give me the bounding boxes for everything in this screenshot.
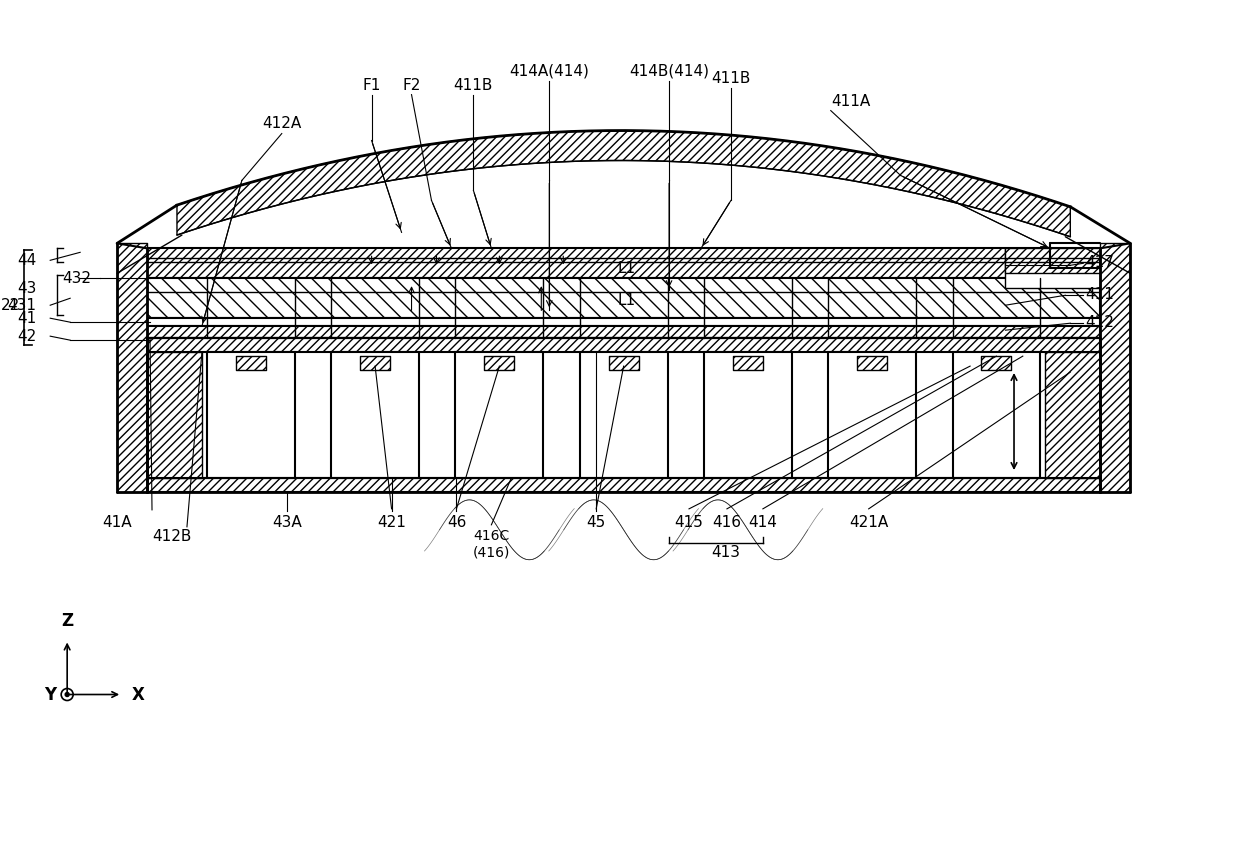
Bar <box>148 326 1100 338</box>
Bar <box>857 356 887 370</box>
Text: 414B(414): 414B(414) <box>629 63 709 79</box>
Bar <box>952 352 1040 478</box>
Bar <box>1100 243 1130 492</box>
Text: F2: F2 <box>402 78 420 92</box>
Bar <box>148 338 1100 352</box>
Text: Z: Z <box>61 612 73 630</box>
Bar <box>1045 352 1100 478</box>
Text: 431: 431 <box>7 298 36 312</box>
Bar <box>982 356 1012 370</box>
Text: 414: 414 <box>749 514 777 530</box>
Bar <box>485 356 515 370</box>
Text: 411A: 411A <box>831 93 870 109</box>
Bar <box>148 248 1100 278</box>
Text: 414A(414): 414A(414) <box>510 63 589 79</box>
Text: 415: 415 <box>675 514 703 530</box>
Bar <box>117 243 148 492</box>
Text: 413: 413 <box>712 544 740 560</box>
Text: 411: 411 <box>1085 287 1115 302</box>
Bar <box>331 352 419 478</box>
Bar <box>704 352 792 478</box>
Text: 42: 42 <box>17 329 36 343</box>
Bar <box>580 352 667 478</box>
Bar <box>207 352 295 478</box>
Text: 43A: 43A <box>272 514 301 530</box>
Bar <box>609 356 639 370</box>
Text: 421: 421 <box>377 514 405 530</box>
Text: F1: F1 <box>362 78 381 92</box>
Bar <box>1006 248 1100 273</box>
Text: 421A: 421A <box>849 514 888 530</box>
Bar <box>828 352 916 478</box>
Text: 416: 416 <box>713 514 742 530</box>
Text: 416C
(416): 416C (416) <box>472 529 510 559</box>
Text: 45: 45 <box>587 514 606 530</box>
Text: 22: 22 <box>1 298 20 312</box>
Text: 41: 41 <box>17 311 36 325</box>
Bar <box>148 478 1100 492</box>
Text: Y: Y <box>45 686 56 704</box>
Text: 412A: 412A <box>262 116 301 131</box>
Text: 44: 44 <box>17 253 36 268</box>
Text: 412B: 412B <box>153 529 192 544</box>
Text: 417: 417 <box>1085 255 1115 270</box>
Bar <box>455 352 543 478</box>
Bar <box>148 352 202 478</box>
Text: X: X <box>131 686 145 704</box>
Bar <box>148 318 1100 326</box>
Bar <box>1006 248 1100 288</box>
Circle shape <box>66 693 69 697</box>
Text: 411B: 411B <box>712 71 750 86</box>
Text: 412: 412 <box>1085 315 1115 330</box>
Text: 46: 46 <box>446 514 466 530</box>
Text: 41A: 41A <box>102 514 131 530</box>
Text: L1: L1 <box>618 293 635 308</box>
Text: 43: 43 <box>17 281 36 296</box>
Polygon shape <box>177 131 1070 237</box>
Bar <box>148 278 1100 318</box>
Bar <box>733 356 763 370</box>
Text: 411B: 411B <box>454 78 494 92</box>
Text: 432: 432 <box>62 270 92 286</box>
Text: L1: L1 <box>618 261 635 276</box>
Bar <box>360 356 391 370</box>
Bar <box>236 356 265 370</box>
